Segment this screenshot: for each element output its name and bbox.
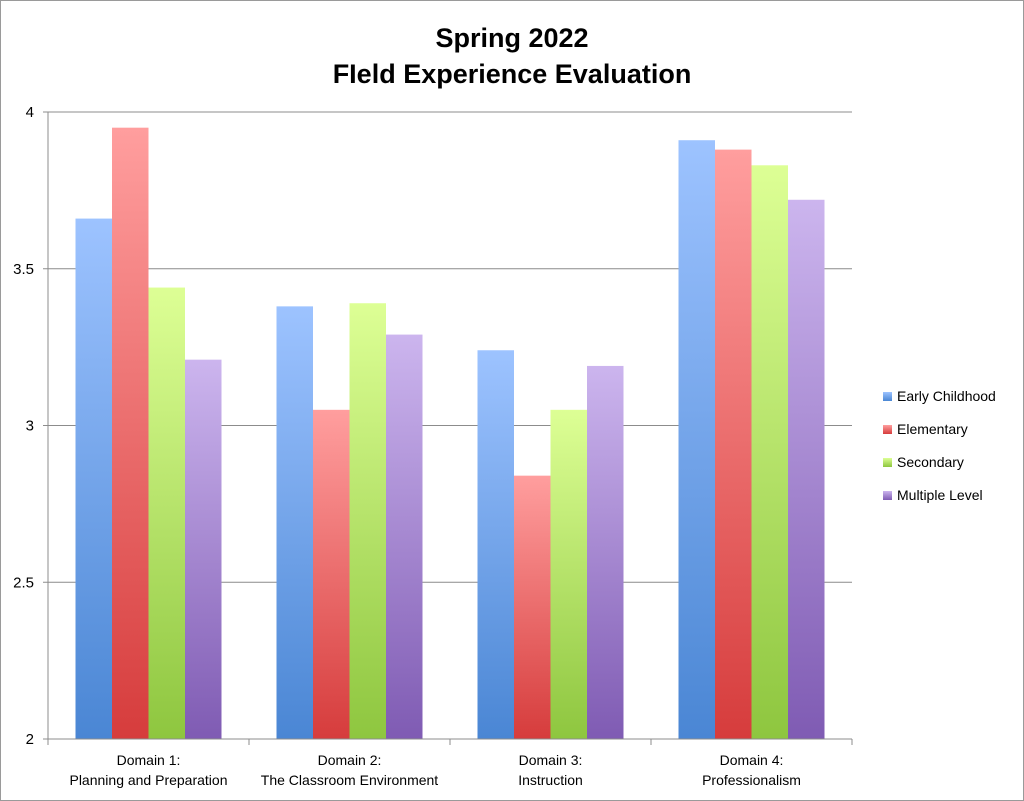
- x-category-label: Domain 2:: [318, 752, 382, 768]
- bar: [75, 218, 112, 740]
- bar: [715, 149, 752, 739]
- chart-title: Spring 2022 FIeld Experience Evaluation: [0, 20, 1024, 92]
- x-category-label: Instruction: [518, 772, 583, 788]
- chart-title-line-2: FIeld Experience Evaluation: [332, 59, 692, 89]
- chart-title-line-1: Spring 2022: [435, 23, 589, 53]
- bar: [112, 127, 149, 740]
- y-tick-label: 3.5: [13, 261, 34, 278]
- bar: [514, 475, 551, 739]
- bars: [75, 127, 825, 740]
- y-tick-label: 3: [26, 418, 34, 435]
- bar: [678, 140, 715, 740]
- legend-swatch: [883, 392, 892, 401]
- bar: [550, 409, 587, 739]
- bar: [313, 409, 350, 739]
- x-category-label: Domain 1:: [117, 752, 181, 768]
- x-axis: Domain 1: Planning and Preparation Domain …: [47, 738, 853, 788]
- bar: [788, 199, 825, 739]
- bar: [148, 287, 185, 739]
- bar: [751, 165, 788, 740]
- x-category-label: Domain 4:: [720, 752, 784, 768]
- bar: [386, 334, 423, 739]
- y-tick-label: 2: [26, 731, 34, 748]
- bar: [185, 359, 222, 739]
- bar: [477, 350, 514, 739]
- x-category-label: Domain 3:: [519, 752, 583, 768]
- legend-swatch: [883, 491, 892, 500]
- y-tick-label: 4: [26, 104, 34, 121]
- legend-label: Early Childhood: [897, 388, 996, 404]
- legend-swatch: [883, 458, 892, 467]
- legend-label: Elementary: [897, 421, 968, 437]
- legend: Early Childhood Elementary Secondary Multip…: [883, 388, 996, 503]
- legend-label: Multiple Level: [897, 487, 983, 503]
- y-axis: 2 2.5 3 3.5 4: [13, 104, 49, 748]
- y-tick-label: 2.5: [13, 574, 34, 591]
- bar: [276, 306, 313, 739]
- legend-label: Secondary: [897, 454, 964, 470]
- legend-swatch: [883, 425, 892, 434]
- bar: [587, 365, 624, 739]
- x-category-label: Planning and Preparation: [69, 772, 227, 788]
- bar: [349, 303, 386, 739]
- x-category-label: Professionalism: [702, 772, 801, 788]
- x-category-label: The Classroom Environment: [261, 772, 439, 788]
